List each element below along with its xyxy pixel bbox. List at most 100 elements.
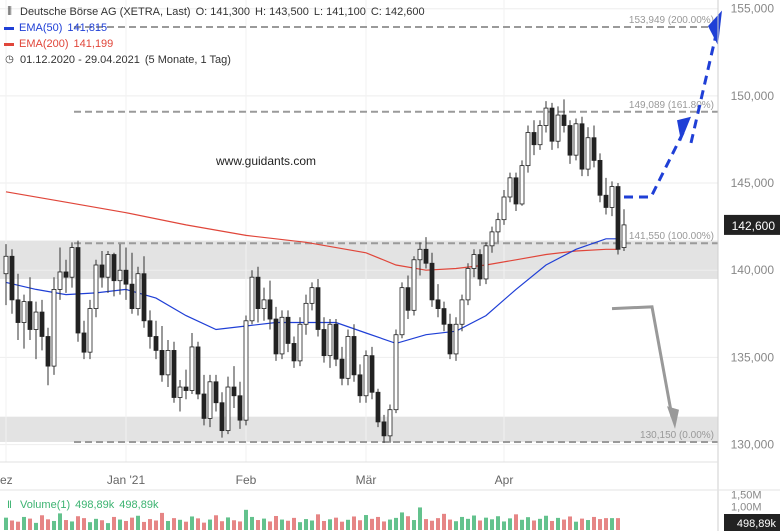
volume-bar [424, 519, 428, 530]
volume-bar [562, 519, 566, 530]
volume-bar [592, 516, 596, 530]
ema200-legend[interactable]: EMA(200) 141,199 [4, 36, 425, 52]
candle-body-up [609, 186, 615, 208]
volume-bar [178, 519, 182, 530]
grid-lines [0, 0, 718, 462]
volume-bar [574, 521, 578, 530]
ema200-label: EMA(200) [19, 38, 69, 50]
volume-bar [292, 517, 296, 530]
candle-body-down [423, 248, 429, 264]
candle [117, 244, 123, 295]
volume-bar [130, 517, 134, 530]
candle [519, 160, 525, 206]
candle [333, 319, 339, 367]
candle [309, 282, 315, 311]
candle [153, 320, 159, 360]
time-tick-label: Mär [356, 473, 377, 487]
volume-bar [472, 515, 476, 530]
candle [51, 277, 57, 375]
candle-body-down [561, 114, 567, 126]
ema50-swatch [4, 26, 14, 30]
volume-bar [268, 521, 272, 530]
candle [225, 376, 231, 435]
volume-bar [412, 520, 416, 530]
volume-bar [352, 516, 356, 530]
candle [561, 99, 567, 133]
candle [315, 278, 321, 337]
candle [81, 320, 87, 360]
volume-bar [166, 520, 170, 530]
volume-bar [460, 516, 464, 530]
candle [63, 259, 69, 293]
candle [219, 392, 225, 438]
volume-bar [148, 519, 152, 530]
volume-bar [280, 519, 284, 530]
candle [135, 266, 141, 316]
volume-bar [106, 523, 110, 530]
candle-body-up [249, 276, 255, 322]
candle [297, 317, 303, 367]
volume-icon: Ⅱ [7, 499, 12, 511]
candle-body-up [543, 107, 549, 126]
candle-body-up [243, 320, 249, 421]
volume-bar [496, 516, 500, 530]
candle [489, 226, 495, 253]
volume-legend[interactable]: Ⅱ Volume(1) 498,89k 498,89k [4, 499, 158, 511]
volume-bar [322, 520, 326, 530]
time-axis: ez Jan '21 Feb Mär Apr [0, 461, 780, 491]
candle [213, 374, 219, 412]
candle [243, 315, 249, 426]
candle-body-down [153, 336, 159, 351]
volume-bar [82, 518, 86, 530]
candle-body-up [87, 308, 93, 353]
volume-bar [196, 518, 200, 530]
candle-body-up [309, 287, 315, 304]
candle-body-up [165, 350, 171, 376]
candle-body-down [615, 186, 621, 250]
candle [201, 374, 207, 426]
volume-bar [304, 519, 308, 530]
candle-body-up [537, 125, 543, 146]
range-row: ◷ 01.12.2020 - 29.04.2021 (5 Monate, 1 T… [4, 52, 425, 68]
candle-body-up [507, 177, 513, 198]
candle-body-up [621, 224, 627, 248]
candle-body-down [231, 386, 237, 397]
candle-body-down [369, 355, 375, 393]
candle-body-down [477, 254, 483, 280]
candle-body-down [285, 316, 291, 344]
volume-bar [388, 519, 392, 530]
volume-bar [400, 512, 404, 530]
candle-body-down [333, 323, 339, 360]
watermark: www.guidants.com [215, 154, 316, 168]
volume-bar [214, 515, 218, 530]
candle [285, 310, 291, 353]
candle-body-down [147, 320, 153, 337]
volume-bar [556, 517, 560, 530]
candle-body-up [177, 386, 183, 398]
candle-body-up [21, 301, 27, 323]
candle-body-down [27, 301, 33, 330]
candle [75, 240, 81, 342]
candle [291, 336, 297, 368]
price-tick-label: 145,000 [731, 176, 775, 190]
volume-bar [94, 518, 98, 530]
ema50-legend[interactable]: EMA(50) 141,815 [4, 20, 425, 36]
volume-bar [532, 520, 536, 530]
volume-bar [244, 509, 248, 530]
price-tick-label: 140,000 [731, 263, 775, 277]
candle-body-up [261, 299, 267, 309]
candle [21, 294, 27, 349]
time-tick-label: Apr [495, 473, 514, 487]
candle [381, 414, 387, 443]
volume-bar [22, 516, 26, 530]
candle-body-down [351, 336, 357, 376]
volume-label: Volume(1) [20, 499, 71, 511]
candle [447, 313, 453, 360]
volume-bar [58, 513, 62, 530]
candle [3, 244, 9, 306]
up-scenario-arrow-2 [689, 25, 720, 144]
candle [261, 287, 267, 321]
candle-body-up [69, 247, 75, 278]
candle-body-down [597, 159, 603, 196]
volume-bar [172, 518, 176, 530]
